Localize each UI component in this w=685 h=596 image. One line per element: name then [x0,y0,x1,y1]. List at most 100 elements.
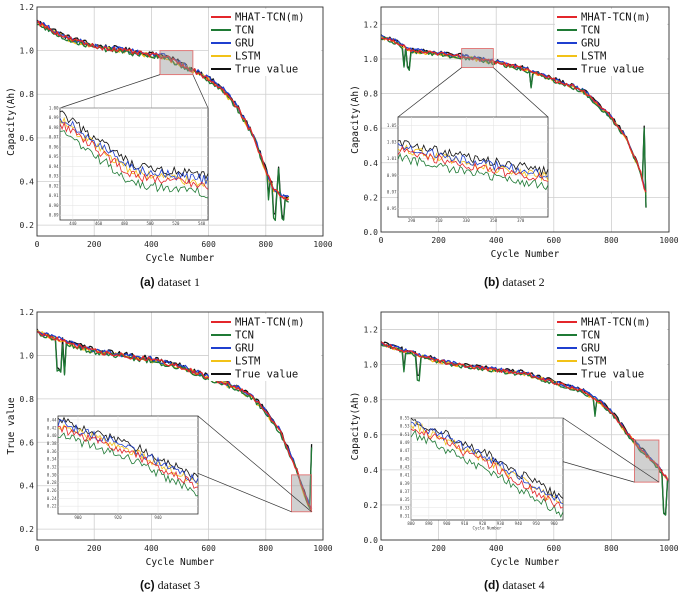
inset-x-tick-label: 290 [408,218,416,223]
y-tick-label: 0.4 [20,482,35,491]
panel-c: 0 200 400 600 800 1000 0.2 0.4 0.6 0.8 1.0 1.2 Cycle… [6,308,333,568]
inset-y-tick-label: 0.99 [49,115,59,120]
inset-y-tick-label: 0.39 [400,481,410,486]
legend-label: True value [581,64,644,76]
inset-x-tick-label: 930 [497,521,505,526]
inset-y-tick-label: 0.91 [49,193,59,198]
y-tick-label: 1.2 [364,20,379,29]
zoom-connector [197,415,312,513]
y-tick-label: 0.2 [20,221,35,230]
legend-label: LSTM [235,356,260,368]
x-axis-label: Cycle Number [146,557,215,568]
inset-x-tick-label: 500 [146,221,154,226]
zoom-region [633,439,660,483]
inset-x-tick-label: 900 [74,515,82,520]
x-tick-label: 0 [35,240,40,249]
panel-d: 0 200 400 600 800 1000 0.0 0.2 0.4 0.6 0.8 1.0 1.2 Cy… [350,311,679,568]
plot-frame [380,311,670,541]
zoom-region [159,50,194,76]
x-tick-label: 800 [604,236,619,245]
inset-y-tick-label: 0.95 [49,154,59,159]
inset-y-tick-label: 0.35 [400,497,410,502]
legend-label: TCN [581,25,600,37]
y-tick-label: 0.2 [20,525,35,534]
inset-y-tick-label: 0.34 [47,457,57,462]
y-tick-label: 0.8 [364,90,379,99]
x-tick-label: 600 [201,544,216,553]
inset-y-tick-label: 0.51 [400,432,410,437]
inset-y-tick-label: 0.30 [47,472,57,477]
inset-series-line-mhat-tcn-m- [59,121,209,190]
y-tick-label: 1.0 [364,55,379,64]
y-tick-label: 0.8 [364,396,379,405]
x-tick-label: 200 [431,236,446,245]
y-tick-label: 0.2 [364,193,379,202]
zoom-connector [493,67,549,118]
caption-b: (b) dataset 2 [484,275,545,290]
inset-y-tick-label: 0.24 [47,496,57,501]
x-tick-label: 400 [144,544,159,553]
inset-x-tick-label: 540 [198,221,206,226]
inset-x-tick-label: 950 [533,521,541,526]
inset-y-tick-label: 0.33 [400,505,410,510]
zoom-connector [59,74,161,109]
inset-y-tick-label: 0.45 [400,456,410,461]
legend-label: True value [235,369,298,381]
series-line-mhat-tcn-m- [380,341,669,481]
inset-x-tick-label: 370 [517,218,525,223]
x-tick-label: 1000 [659,544,678,553]
zoom-connector [562,417,660,483]
inset-series-line-mhat-tcn-m- [410,428,564,509]
plot-frame [36,6,324,237]
caption-b-text: dataset 2 [502,275,545,289]
y-axis-label: True value [6,397,17,454]
x-tick-label: 600 [201,240,216,249]
panel-a: 0 200 400 600 800 1000 0.2 0.4 0.6 0.8 1.0 1.2 Cycle… [6,3,333,264]
legend-label: TCN [235,330,254,342]
x-tick-label: 1000 [313,240,332,249]
inset-series-line-mhat-tcn-m- [57,425,199,489]
inset-x-tick-label: 940 [154,515,162,520]
legend-label: MHAT-TCN(m) [581,12,651,24]
inset-y-tick-label: 0.94 [49,164,59,169]
y-tick-label: 0.8 [20,395,35,404]
plot-frame [380,6,670,233]
y-tick-label: 0.6 [364,124,379,133]
y-tick-label: 0.4 [364,159,379,168]
inset-y-tick-label: 0.97 [49,135,59,140]
x-tick-label: 400 [144,240,159,249]
x-tick-label: 600 [547,544,562,553]
inset-y-tick-label: 0.40 [47,433,57,438]
y-tick-label: 0.2 [364,501,379,510]
inset-y-tick-label: 0.37 [400,489,410,494]
y-tick-label: 0.4 [20,177,35,186]
caption-d-letter: (d) [484,578,500,592]
y-axis-label: Capacity(Ah) [6,87,17,156]
x-tick-label: 600 [547,236,562,245]
legend-label: LSTM [235,51,260,63]
inset-series-line-mhat-tcn-m- [397,145,549,182]
inset-y-tick-label: 0.44 [47,417,57,422]
series-line-mhat-tcn-m- [36,20,290,201]
legend-label: GRU [581,38,600,50]
inset-series-line-true-value [397,140,549,177]
x-tick-label: 0 [35,544,40,553]
inset-y-tick-label: 0.43 [400,464,410,469]
x-tick-label: 400 [489,544,504,553]
inset-y-tick-label: 0.38 [47,441,57,446]
inset-frame [57,415,199,515]
caption-a: (a) dataset 1 [140,275,200,290]
x-axis-label: Cycle Number [146,253,215,264]
inset-y-tick-label: 1.00 [49,106,59,111]
inset-series-line-lstm [57,424,199,486]
inset-y-tick-label: 0.95 [387,206,397,211]
y-tick-label: 0.6 [20,134,35,143]
inset-y-tick-label: 0.28 [47,480,57,485]
inset-y-tick-label: 0.49 [400,440,410,445]
caption-a-letter: (a) [140,275,155,289]
inset-x-tick-label: 310 [435,218,443,223]
legend-label: GRU [235,38,254,50]
inset-y-tick-label: 0.47 [400,448,410,453]
inset-series-line-true-value [410,417,564,500]
y-axis-label: Capacity(Ah) [350,85,361,154]
